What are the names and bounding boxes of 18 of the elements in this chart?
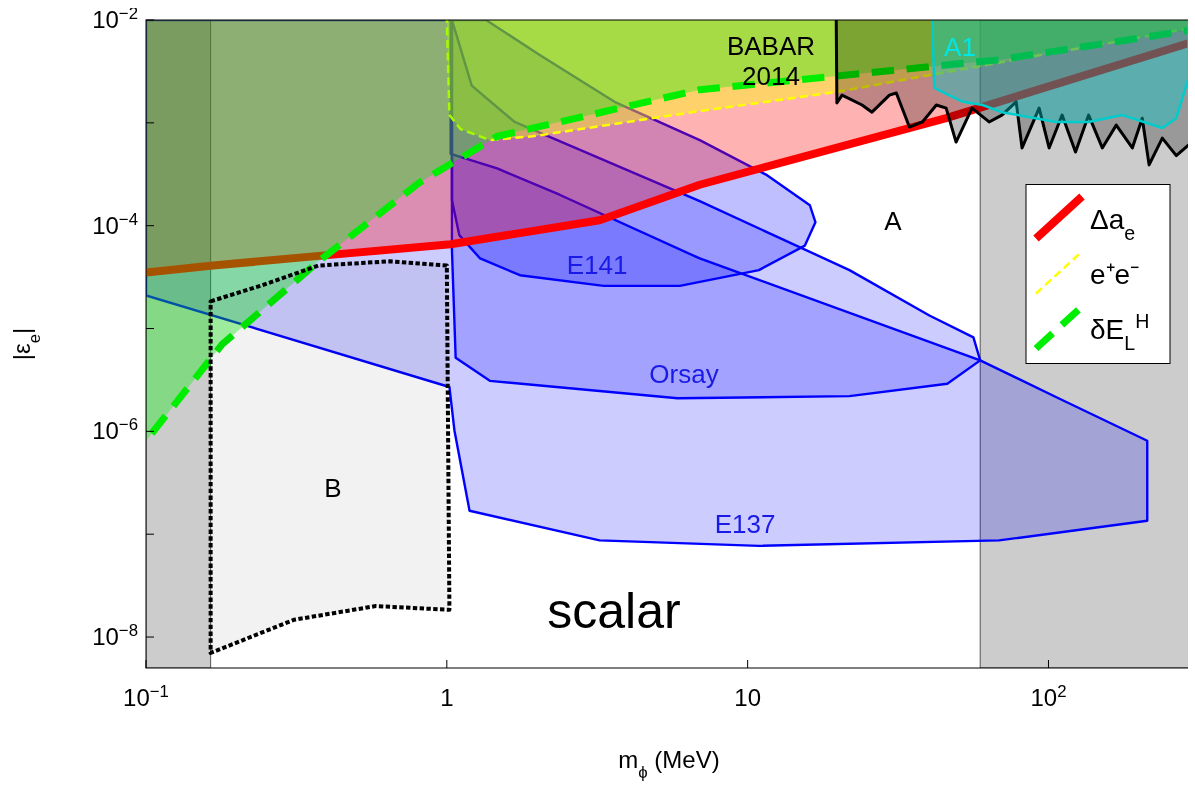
annotation: BABAR 2014 bbox=[726, 31, 816, 91]
legend-label: Δa$_{e}$ bbox=[1090, 203, 1136, 244]
legend-label: e⁺e⁻ bbox=[1090, 258, 1140, 290]
text: scalar bbox=[547, 583, 681, 639]
y-tick-label: 10$^{−8}$ bbox=[92, 620, 138, 651]
annotation: A1 bbox=[944, 32, 976, 62]
y-tick-label: 10$^{−4}$ bbox=[92, 209, 138, 239]
annotation: E137 bbox=[714, 509, 776, 539]
annotation: A bbox=[884, 206, 903, 236]
x-tick-label: 10 bbox=[734, 684, 761, 711]
x-tick-label: 10$^{2}$ bbox=[1030, 681, 1067, 711]
annotation: E141 bbox=[566, 250, 628, 280]
annotation: Orsay bbox=[649, 359, 719, 389]
y-tick-label: 10$^{−6}$ bbox=[92, 414, 138, 445]
x-tick-label: 1 bbox=[440, 684, 454, 711]
annotation: B bbox=[324, 473, 342, 503]
x-axis-title: m$_{ϕ}$ (MeV) bbox=[618, 746, 720, 782]
x-tick-label: 10$^{−1}$ bbox=[123, 681, 169, 711]
